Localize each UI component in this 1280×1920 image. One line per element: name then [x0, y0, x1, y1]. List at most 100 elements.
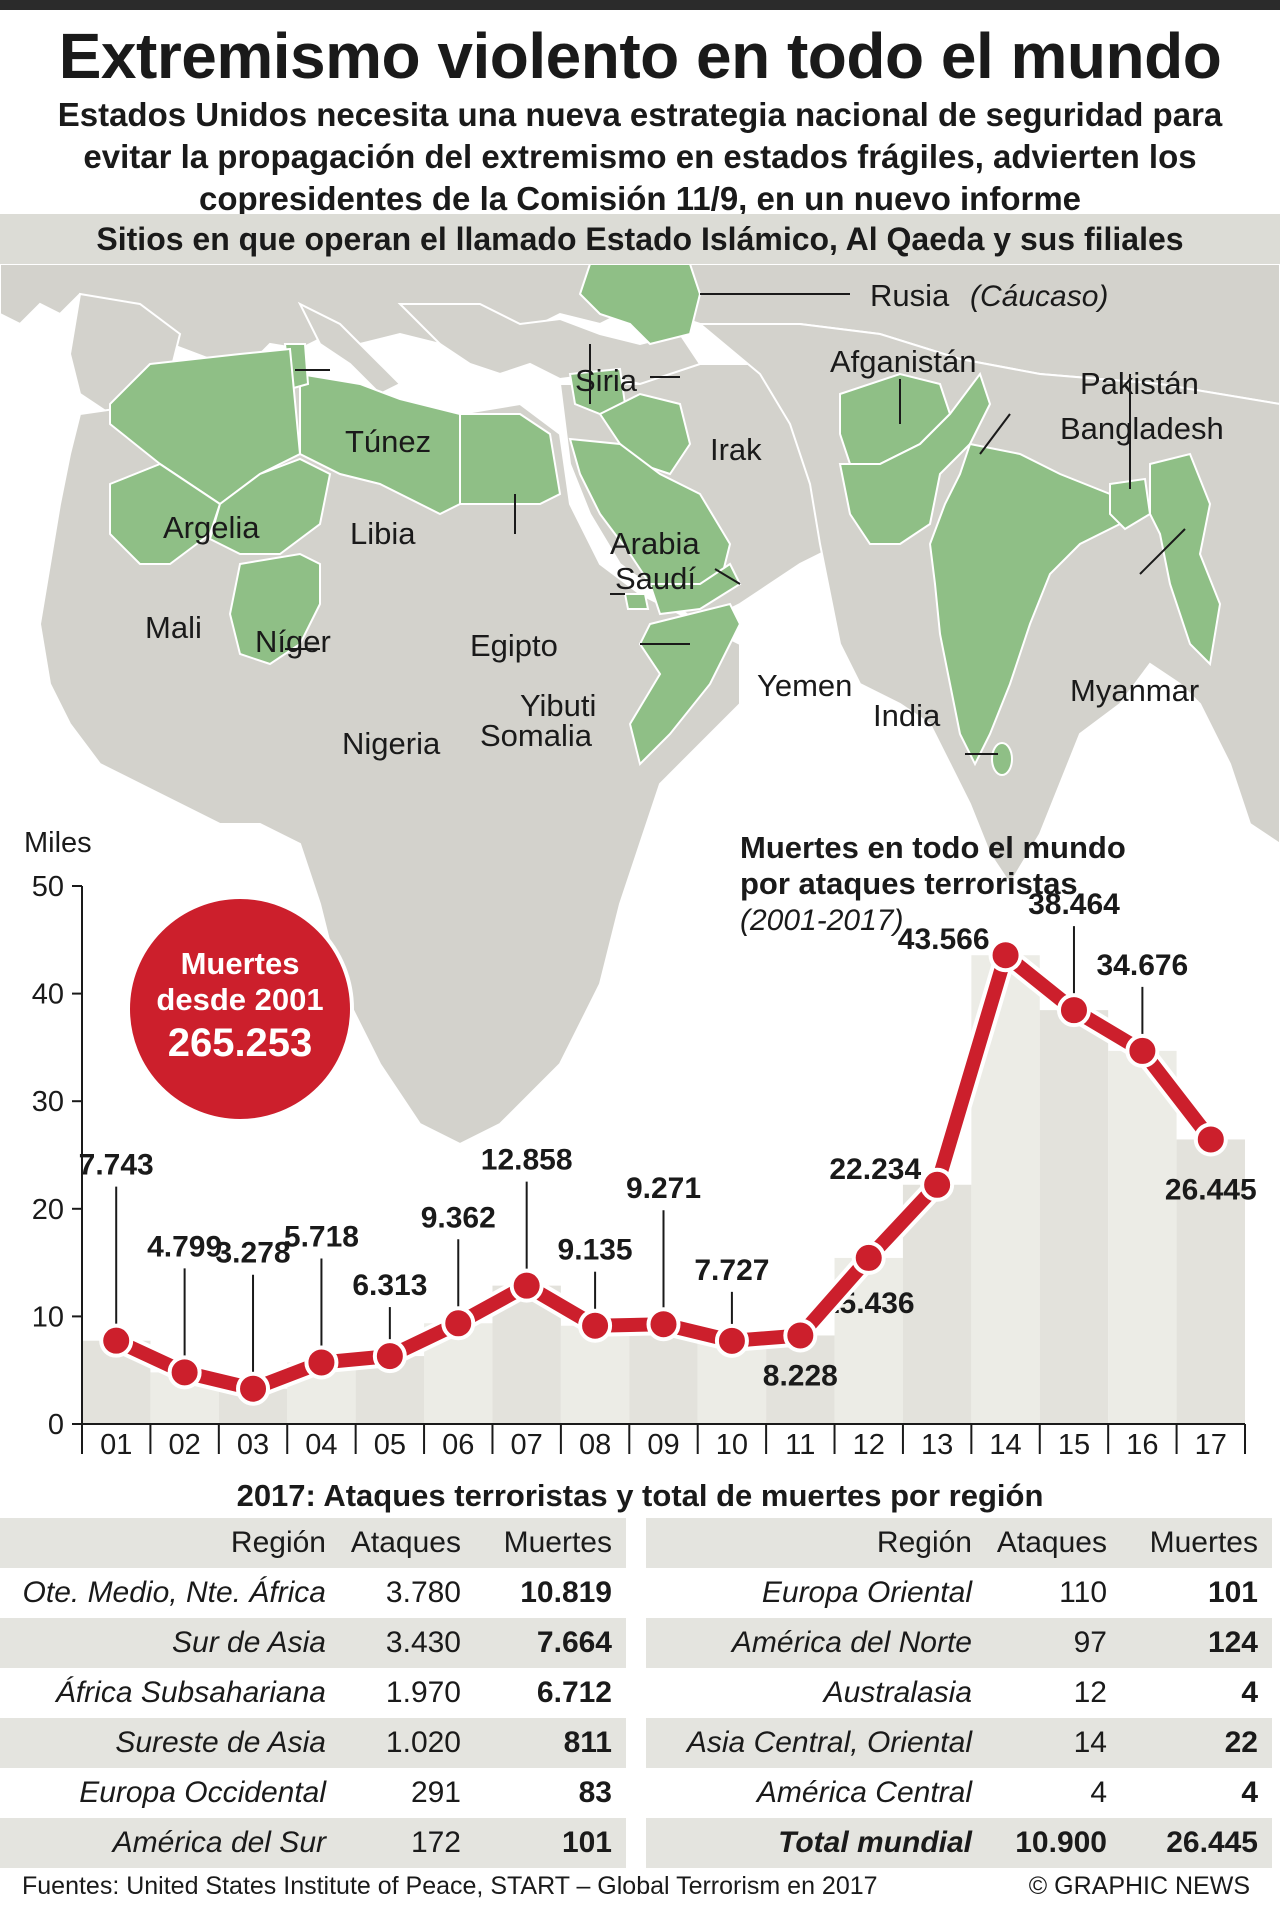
- label-yemen: Yemen: [757, 668, 852, 703]
- table-row: América Central 4 4: [646, 1768, 1272, 1818]
- data-point: [578, 1308, 613, 1343]
- table-row: Ote. Medio, Nte. África 3.780 10.819: [0, 1568, 626, 1618]
- header-region: Región: [646, 1518, 986, 1568]
- data-label: 43.566: [898, 923, 990, 956]
- map-and-chart: Rusia (Cáucaso) Afganistán Pakistán Siri…: [0, 264, 1280, 1480]
- x-tick-label: 06: [442, 1429, 474, 1461]
- label-tunez: Túnez: [345, 424, 431, 459]
- label-libia: Libia: [350, 516, 416, 551]
- chart-title-line-2: por ataques terroristas: [740, 866, 1078, 901]
- y-tick-label: 20: [32, 1194, 64, 1226]
- label-india: India: [873, 698, 941, 733]
- cell-ataques: 291: [410, 1776, 461, 1809]
- data-point: [167, 1355, 202, 1390]
- data-point: [99, 1323, 134, 1358]
- country-niger: [208, 457, 332, 555]
- credit: © GRAPHIC NEWS: [1028, 1872, 1250, 1900]
- cell-region: Sureste de Asia: [0, 1718, 340, 1768]
- data-label: 26.445: [1165, 1173, 1257, 1206]
- x-tick-label: 09: [647, 1429, 679, 1461]
- x-tick-label: 01: [100, 1429, 132, 1461]
- data-point: [646, 1307, 681, 1342]
- data-point: [372, 1339, 407, 1374]
- cell-ataques: 1.020: [340, 1718, 471, 1768]
- label-afganistan: Afganistán: [830, 344, 977, 379]
- data-label: 5.718: [284, 1220, 359, 1253]
- x-tick-label: 14: [989, 1429, 1021, 1461]
- data-point: [714, 1323, 749, 1358]
- label-caucaso: (Cáucaso): [970, 280, 1108, 313]
- badge-line-2: desde 2001: [156, 982, 323, 1017]
- footer: Fuentes: United States Institute of Peac…: [0, 1866, 1280, 1906]
- data-label: 9.271: [626, 1172, 701, 1205]
- cell-ataques: 97: [986, 1618, 1117, 1668]
- y-tick-label: 0: [48, 1409, 64, 1441]
- label-yibuti: Yibuti: [520, 688, 596, 723]
- data-point: [236, 1371, 271, 1406]
- data-point: [988, 938, 1023, 973]
- area-segment: [1108, 1050, 1177, 1424]
- cell-muertes: 83: [578, 1776, 612, 1809]
- data-label: 4.799: [147, 1230, 222, 1263]
- country-myanmar: [1149, 452, 1222, 667]
- table-row: América del Norte 97 124: [646, 1618, 1272, 1668]
- data-label: 6.313: [352, 1269, 427, 1302]
- table-row: Australasia 12 4: [646, 1668, 1272, 1718]
- table-row: Europa Occidental 291 83: [0, 1768, 626, 1818]
- badge-line-1: Muertes: [181, 946, 300, 981]
- chart-subtitle: (2001-2017): [740, 904, 903, 937]
- cell-ataques: 12: [1073, 1676, 1107, 1709]
- x-tick-label: 17: [1195, 1429, 1227, 1461]
- header-region: Región: [0, 1518, 340, 1568]
- cell-muertes: 101: [1207, 1576, 1258, 1609]
- data-point: [1125, 1033, 1160, 1068]
- label-arabia-1: Arabia: [610, 526, 700, 561]
- data-label: 38.464: [1028, 888, 1120, 921]
- label-argelia: Argelia: [163, 510, 260, 545]
- cell-muertes: 22: [1117, 1718, 1272, 1768]
- cell-region: América Central: [756, 1776, 972, 1809]
- data-point: [920, 1167, 955, 1202]
- data-label: 12.858: [481, 1144, 573, 1177]
- table-row: Sureste de Asia 1.020 811: [0, 1718, 626, 1768]
- cell-region: Asia Central, Oriental: [646, 1718, 986, 1768]
- x-tick-label: 15: [1058, 1429, 1090, 1461]
- label-myanmar: Myanmar: [1070, 673, 1199, 708]
- header-muertes: Muertes: [471, 1518, 626, 1568]
- cell-muertes: 26.445: [1117, 1818, 1272, 1868]
- cell-muertes: 7.664: [471, 1618, 626, 1668]
- cell-muertes: 4: [1241, 1676, 1258, 1709]
- label-bangladesh: Bangladesh: [1060, 411, 1224, 446]
- data-label: 3.278: [215, 1237, 290, 1270]
- cell-region: América del Sur: [0, 1818, 340, 1868]
- data-point: [851, 1240, 886, 1275]
- table-row: Europa Oriental 110 101: [646, 1568, 1272, 1618]
- x-tick-label: 03: [237, 1429, 269, 1461]
- table-row-total: Total mundial 10.900 26.445: [646, 1818, 1272, 1868]
- y-tick-label: 40: [32, 979, 64, 1011]
- cell-region: Ote. Medio, Nte. África: [22, 1576, 326, 1609]
- cell-muertes: 6.712: [536, 1676, 612, 1709]
- label-somalia: Somalia: [480, 718, 593, 753]
- header-ataques: Ataques: [986, 1518, 1117, 1568]
- y-axis-label: Miles: [24, 827, 92, 859]
- data-point: [1193, 1122, 1228, 1157]
- cell-region: Australasia: [823, 1676, 972, 1709]
- table-title: 2017: Ataques terroristas y total de mue…: [236, 1478, 1044, 1513]
- data-point: [1056, 993, 1091, 1028]
- label-pakistan: Pakistán: [1080, 366, 1199, 401]
- region-table-right: Región Ataques Muertes Europa Oriental 11…: [646, 1518, 1272, 1868]
- data-label: 7.743: [79, 1149, 154, 1182]
- cell-ataques: 110: [1059, 1576, 1107, 1609]
- x-tick-label: 02: [168, 1429, 200, 1461]
- country-bangladesh: [1109, 477, 1152, 531]
- map-header: Sitios en que operan el llamado Estado I…: [0, 214, 1280, 264]
- data-point: [509, 1268, 544, 1303]
- badge-value: 265.253: [168, 1021, 313, 1065]
- x-tick-label: 05: [374, 1429, 406, 1461]
- x-tick-label: 04: [305, 1429, 337, 1461]
- leader-lines: [285, 293, 1186, 755]
- x-tick-label: 16: [1126, 1429, 1158, 1461]
- cell-muertes: 10.819: [520, 1576, 612, 1609]
- table-row: Sur de Asia 3.430 7.664: [0, 1618, 626, 1668]
